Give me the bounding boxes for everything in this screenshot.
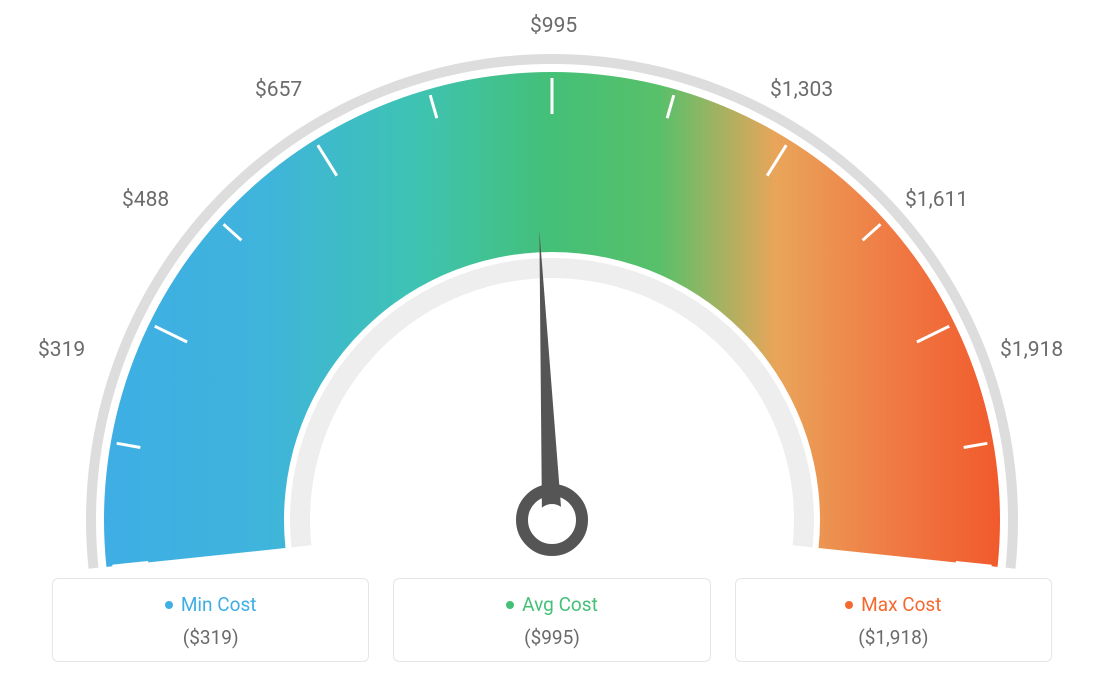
gauge-tick-label: $1,303 [770, 78, 833, 102]
legend-title-min: Min Cost [165, 593, 257, 616]
legend-value-min: ($319) [63, 626, 358, 649]
legend-value-avg: ($995) [404, 626, 699, 649]
legend-label-avg: Avg Cost [522, 593, 598, 616]
gauge-tick-label: $995 [530, 14, 577, 38]
gauge-tick-label: $488 [122, 188, 169, 212]
legend-dot-min [165, 601, 173, 609]
legend-title-avg: Avg Cost [506, 593, 598, 616]
legend-card-min: Min Cost ($319) [52, 578, 369, 662]
gauge-tick-label: $1,611 [905, 188, 968, 212]
legend-dot-max [845, 601, 853, 609]
gauge-tick-label: $319 [38, 338, 85, 362]
legend-label-min: Min Cost [181, 593, 257, 616]
gauge-tick-label: $1,918 [1000, 338, 1063, 362]
legend-dot-avg [506, 601, 514, 609]
legend-row: Min Cost ($319) Avg Cost ($995) Max Cost… [52, 578, 1052, 662]
legend-value-max: ($1,918) [746, 626, 1041, 649]
cost-gauge-container: $319 $488 $657 $995 $1,303 $1,611 $1,918 Min C… [0, 0, 1104, 690]
legend-label-max: Max Cost [861, 593, 941, 616]
legend-card-avg: Avg Cost ($995) [393, 578, 710, 662]
legend-title-max: Max Cost [845, 593, 941, 616]
legend-card-max: Max Cost ($1,918) [735, 578, 1052, 662]
gauge-chart [0, 0, 1104, 570]
gauge-tick-label: $657 [255, 78, 302, 102]
